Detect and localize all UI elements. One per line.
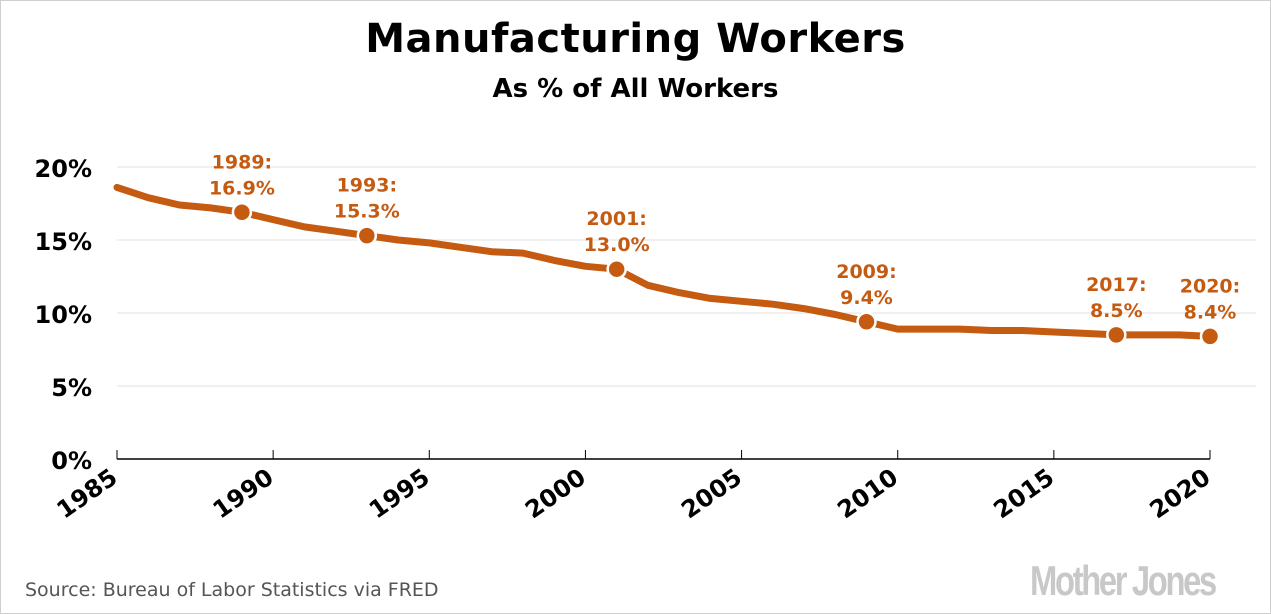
annotation-year-label: 2017: xyxy=(1086,274,1146,296)
y-tick-label: 0% xyxy=(51,447,92,475)
x-tick-label: 2010 xyxy=(832,463,903,524)
series-line xyxy=(113,183,1214,340)
source-note: Source: Bureau of Labor Statistics via F… xyxy=(25,579,439,601)
annotations: 1989: 16.9% 1993: 15.3% 2001: 13.0% 2009: 9.4% 2… xyxy=(209,151,1240,347)
annotation-year-label: 2009: xyxy=(836,261,896,283)
data-point-marker xyxy=(231,202,253,223)
y-tick-label: 10% xyxy=(35,301,92,329)
x-tick-label: 2000 xyxy=(520,463,591,524)
data-point-marker xyxy=(606,258,627,280)
annotation-year-label: 2020: xyxy=(1180,275,1240,297)
y-tick-label: 5% xyxy=(51,374,92,402)
data-point-marker xyxy=(356,225,378,246)
y-tick-label: 15% xyxy=(35,228,92,256)
y-tick-label: 20% xyxy=(35,155,92,183)
x-tick-label: 2005 xyxy=(676,463,747,524)
x-tick-label: 1995 xyxy=(364,463,435,524)
annotation-value-label: 8.5% xyxy=(1090,300,1143,322)
x-tick-label: 1990 xyxy=(208,463,279,524)
x-tick-label: 2015 xyxy=(989,463,1060,524)
annotation-year-label: 1993: xyxy=(337,175,397,197)
annotation-year-label: 1989: xyxy=(212,151,272,173)
annotation-year-label: 2001: xyxy=(586,208,646,230)
annotation-value-label: 8.4% xyxy=(1184,301,1237,323)
data-point-marker xyxy=(1199,326,1221,347)
chart-subtitle: As % of All Workers xyxy=(492,74,779,104)
mother-jones-logo: Mother Jones xyxy=(1030,557,1217,604)
annotation-value-label: 9.4% xyxy=(840,287,893,309)
annotation-value-label: 13.0% xyxy=(584,234,650,256)
x-axis: 1985 1990 1995 2000 2005 2010 2015 2020 xyxy=(52,450,1216,524)
gridlines xyxy=(117,166,1256,387)
y-axis-tick-labels: 0% 5% 10% 15% 20% xyxy=(35,155,92,475)
data-point-marker xyxy=(856,311,877,333)
x-tick-label: 2020 xyxy=(1145,463,1216,524)
series-line-group xyxy=(113,183,1214,340)
data-point-marker xyxy=(1106,324,1127,346)
annotation-value-label: 16.9% xyxy=(209,177,275,199)
chart-title: Manufacturing Workers xyxy=(365,16,906,62)
annotation-value-label: 15.3% xyxy=(334,201,400,223)
